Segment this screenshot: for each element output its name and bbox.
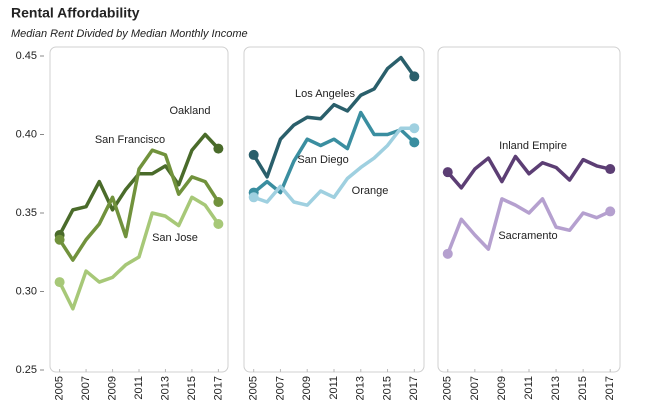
series-label: San Jose: [152, 232, 198, 244]
series-label: Inland Empire: [499, 140, 567, 152]
x-tick-label: 2013: [550, 376, 562, 400]
y-tick-label: 0.45: [16, 50, 37, 62]
x-tick-label: 2013: [159, 376, 171, 400]
x-tick-label: 2011: [328, 376, 340, 400]
end-point: [213, 218, 224, 229]
x-tick-label: 2015: [186, 376, 198, 400]
x-tick-label: 2009: [496, 376, 508, 400]
x-tick-label: 2005: [54, 376, 66, 400]
series-line: [252, 55, 416, 179]
series-label: Sacramento: [498, 230, 557, 242]
x-tick-label: 2017: [212, 376, 224, 400]
series-label: San Francisco: [95, 134, 165, 146]
x-tick-label: 2011: [523, 376, 535, 400]
x-tick-label: 2009: [106, 376, 118, 400]
series-label: Orange: [352, 185, 389, 197]
chart-title: Rental Affordability: [11, 5, 140, 21]
end-point: [409, 137, 420, 148]
series-line: [58, 195, 220, 311]
series-label: San Diego: [297, 154, 348, 166]
y-tick-label: 0.40: [16, 128, 37, 140]
y-tick-label: 0.35: [16, 207, 37, 219]
end-point: [442, 167, 453, 178]
series-line: [446, 197, 611, 255]
end-point: [409, 123, 420, 134]
panel: [437, 46, 621, 373]
end-point: [248, 149, 259, 160]
chart-subtitle: Median Rent Divided by Median Monthly In…: [11, 28, 248, 40]
x-tick-label: 2009: [301, 376, 313, 400]
series-line: [252, 110, 416, 195]
series-label: Los Angeles: [295, 88, 355, 100]
end-point: [54, 234, 65, 245]
x-tick-label: 2013: [355, 376, 367, 400]
series-line: [253, 126, 415, 207]
series-line: [446, 154, 611, 190]
x-tick-label: 2007: [80, 376, 92, 400]
y-tick-label: 0.30: [16, 285, 37, 297]
x-tick-label: 2011: [133, 376, 145, 400]
x-tick-label: 2005: [442, 376, 454, 400]
end-point: [213, 197, 224, 208]
x-tick-label: 2017: [408, 376, 420, 400]
x-tick-label: 2005: [248, 376, 260, 400]
end-point: [409, 71, 420, 82]
x-tick-label: 2015: [381, 376, 393, 400]
y-tick-label: 0.25: [16, 364, 37, 376]
x-tick-label: 2017: [604, 376, 616, 400]
x-tick-label: 2007: [274, 376, 286, 400]
end-point: [605, 164, 616, 175]
end-point: [213, 143, 224, 154]
series-line: [58, 148, 220, 262]
x-tick-label: 2015: [577, 376, 589, 400]
x-tick-label: 2007: [469, 376, 481, 400]
series-label: Oakland: [170, 105, 211, 117]
end-point: [248, 192, 259, 203]
end-point: [54, 277, 65, 288]
end-point: [605, 206, 616, 217]
end-point: [442, 248, 453, 259]
